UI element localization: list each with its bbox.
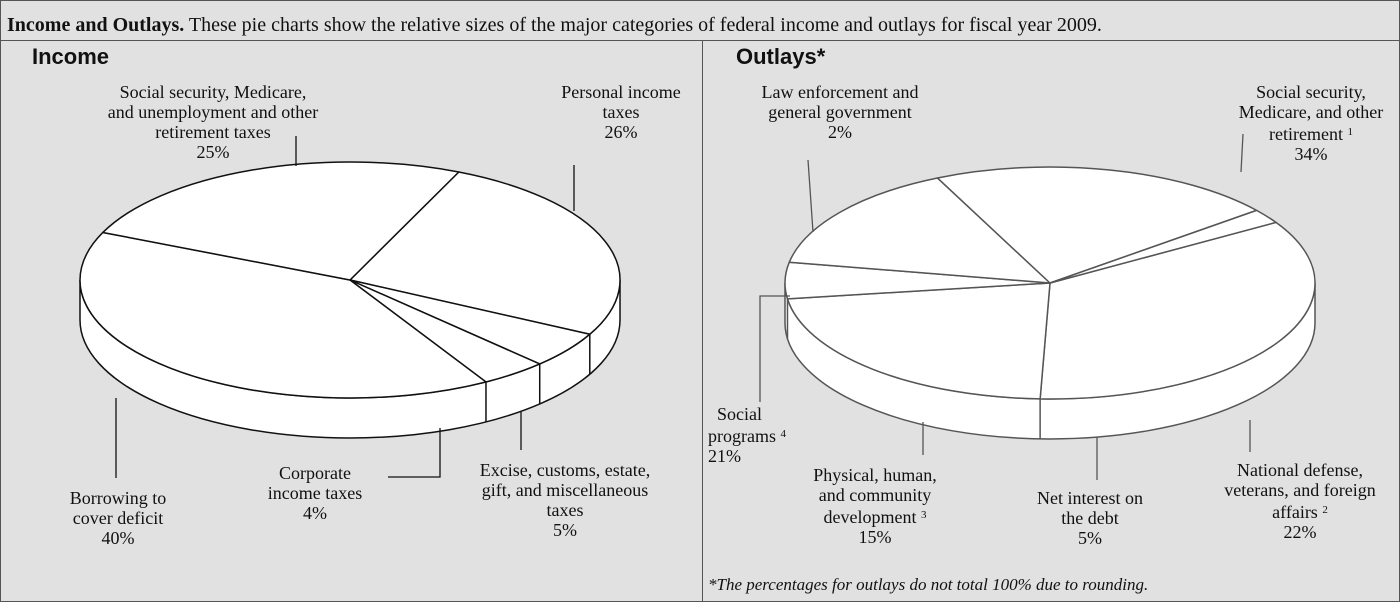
- income-pct-excise-customs: 5%: [553, 520, 577, 540]
- income-pct-borrowing: 40%: [101, 528, 135, 548]
- outlays-note-social-security: 1: [1347, 126, 1353, 138]
- panel-divider: [702, 40, 703, 602]
- outlays-note-physical-human: 3: [920, 509, 927, 521]
- outlays-label-law-enforcement: Law enforcement and general government 2%: [715, 82, 965, 142]
- caption-divider: [0, 40, 1400, 41]
- outlays-label-physical-human: Physical, human, and community development…: [790, 465, 960, 547]
- outlays-slice-law-enforcement-and-general-government: [1049, 209, 1277, 284]
- income-label-personal-income-taxes: Personal income taxes 26%: [546, 82, 696, 142]
- income-label-excise-customs: Excise, customs, estate, gift, and miscel…: [440, 460, 690, 540]
- income-slice-personal-income-taxes: [349, 171, 621, 335]
- income-leader-corporate: [388, 428, 441, 478]
- outlays-pct-physical-human: 15%: [858, 527, 892, 547]
- outlays-slice-social-programs: [936, 166, 1258, 284]
- outlays-pct-social-security: 34%: [1294, 144, 1328, 164]
- outlays-leader-social-programs: [759, 295, 790, 402]
- income-title: Income: [32, 44, 110, 69]
- outlays-note-national-defense: 2: [1322, 504, 1328, 516]
- footnote: *The percentages for outlays do not tota…: [708, 575, 1149, 594]
- outlays-leader-social-security: [1240, 133, 1244, 173]
- income-label-borrowing: Borrowing to cover deficit 40%: [28, 488, 208, 548]
- outlays-label-social-security: Social security, Medicare, and other retir…: [1218, 82, 1400, 164]
- outlays-pct-law-enforcement: 2%: [828, 122, 852, 142]
- income-slice-borrowing-to-cover-deficit: [79, 231, 487, 399]
- income-label-social-security-taxes: Social security, Medicare, and unemployme…: [72, 82, 354, 162]
- outlays-slice-national-defense-veterans-and-foreign-af: [786, 282, 1051, 400]
- income-slice-social-security-medicare-and-unemploymen: [102, 161, 460, 281]
- outlays-pct-net-interest: 5%: [1078, 528, 1102, 548]
- caption: Income and Outlays. These pie charts sho…: [7, 14, 1397, 36]
- income-label-corporate-income-taxes: Corporate income taxes 4%: [245, 463, 385, 523]
- outlays-title: Outlays*: [736, 44, 826, 69]
- outlays-note-social-programs: 4: [780, 428, 786, 440]
- income-pct-personal-income-taxes: 26%: [604, 122, 638, 142]
- outlays-pct-national-defense: 22%: [1283, 522, 1317, 542]
- outlays-label-social-programs: Social programs 4 21%: [708, 404, 818, 466]
- caption-text: These pie charts show the relative sizes…: [188, 14, 1102, 36]
- outlays-pct-social-programs: 21%: [708, 446, 741, 466]
- outlays-label-national-defense: National defense, veterans, and foreign af…: [1202, 460, 1398, 542]
- outlays-leader-law-enforcement: [807, 159, 814, 233]
- outlays-slice-social-security-medicare-and-other-retir: [1039, 221, 1316, 400]
- caption-lead: Income and Outlays.: [7, 14, 185, 36]
- outlays-label-net-interest: Net interest on the debt 5%: [1010, 488, 1170, 548]
- outlays-slice-physical-human-and-community-development: [788, 177, 1051, 284]
- income-pct-social-security-taxes: 25%: [196, 142, 230, 162]
- income-pct-corporate-income-taxes: 4%: [303, 503, 327, 523]
